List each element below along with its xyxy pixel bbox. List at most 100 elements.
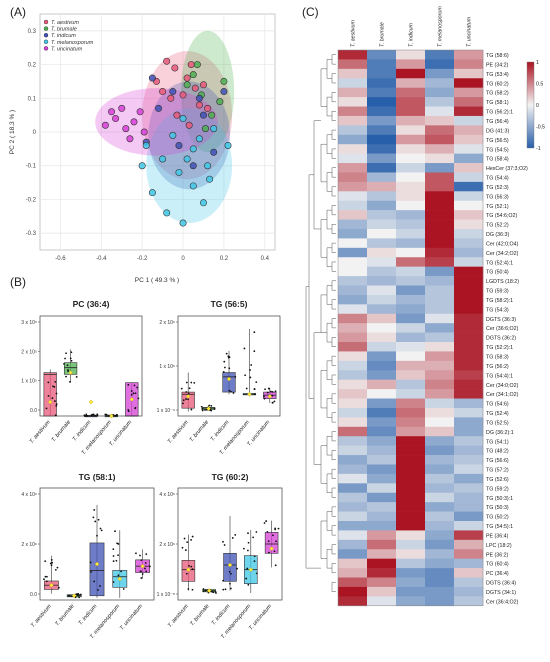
heatmap-cell (454, 125, 484, 136)
heatmap-cell (367, 455, 397, 465)
heatmap-cell (338, 445, 368, 456)
boxplot-sample-point (115, 559, 118, 562)
heatmap-cell (425, 360, 455, 371)
heatmap-cell (367, 181, 397, 192)
heatmap-cell (396, 407, 426, 418)
heatmap-cell (367, 257, 397, 267)
boxplot-sample-point (97, 589, 99, 591)
heatmap-row-label: DG (36:3) (486, 232, 509, 238)
heatmap-cell (338, 502, 368, 512)
boxplot-sample-point (223, 544, 226, 546)
heatmap-cell (454, 549, 484, 559)
heatmap-cell (396, 247, 426, 258)
pca-y-tick-label: 0.2 (28, 63, 37, 69)
boxplot-sample-point (264, 388, 266, 391)
heatmap-cell (338, 342, 368, 352)
heatmap-cell (454, 68, 484, 79)
heatmap-cell (367, 200, 397, 211)
pca-ellipse (181, 30, 235, 153)
heatmap-cell (396, 426, 426, 437)
heatmap-cell (454, 181, 484, 192)
pca-x-tick-label: -0.2 (137, 256, 148, 262)
heatmap-cells (337, 49, 484, 607)
heatmap-cell (338, 50, 368, 60)
heatmap-cell (367, 577, 397, 588)
pca-ellipse (95, 88, 218, 156)
boxplot-sample-point (231, 537, 234, 539)
boxplot-sample-point (267, 540, 270, 543)
pca-point (187, 61, 195, 69)
pca-x-tick-label: 0.4 (261, 256, 270, 262)
boxplot-sample-point (247, 532, 249, 535)
boxplot-sample-point (65, 352, 67, 355)
heatmap-cell (425, 276, 455, 286)
heatmap-row-label: TG (52:3) (486, 185, 509, 191)
boxplot-sample-point (253, 560, 256, 563)
pca-point (169, 88, 177, 96)
heatmap-cell (396, 436, 426, 446)
heatmap-cell (338, 59, 368, 70)
boxplot-x-tick-label: T. brumale (51, 419, 72, 443)
heatmap-row-label: TG (56:6) (486, 458, 509, 464)
pca-point (167, 94, 175, 102)
heatmap-cell (425, 266, 455, 277)
boxplot-sample-point (45, 407, 48, 410)
heatmap-cell (454, 342, 484, 352)
boxplot-sample-point (54, 414, 57, 417)
boxplot-sample-point (83, 414, 86, 417)
heatmap-cell (367, 370, 397, 380)
heatmap-row-label: TG (54:3) (486, 307, 509, 313)
boxplot-sample-point (204, 409, 206, 411)
heatmap-cell (367, 304, 397, 315)
heatmap-cell (425, 313, 455, 324)
heatmap-cell (367, 342, 397, 352)
heatmap-cell (396, 342, 426, 352)
heatmap-row-label: TG (54:1) (486, 439, 509, 445)
boxplot-x-tick-label: T. aestivum (167, 419, 190, 445)
boxplot-mean-marker (248, 567, 254, 572)
heatmap-cell (454, 521, 484, 531)
boxplot-sample-point (271, 390, 274, 393)
heatmap-row-label: DGTS (36:3) (486, 317, 516, 323)
heatmap-cell (338, 568, 368, 578)
boxplot-sample-point (136, 386, 139, 389)
heatmap-cell (454, 144, 484, 154)
heatmap-cell (425, 389, 455, 399)
heatmap-cell (367, 398, 397, 409)
boxplot-sample-point (246, 567, 249, 570)
heatmap-cell (367, 97, 397, 107)
heatmap-cell (338, 219, 368, 230)
pca-x-axis-label: PC 1 ( 49.3 % ) (135, 277, 179, 284)
heatmap-cell (338, 596, 368, 607)
boxplot-sample-point (93, 580, 96, 583)
boxplot-sample-point (47, 381, 50, 384)
pca-point (216, 98, 224, 106)
heatmap-cell (396, 492, 426, 503)
heatmap-cell (425, 172, 455, 183)
heatmap-row-label: TG (54:6) (486, 402, 509, 408)
boxplot-sample-point (245, 387, 248, 390)
heatmap-cell (396, 210, 426, 220)
boxplot-sample-point (253, 393, 256, 396)
heatmap-cell (454, 134, 484, 145)
boxplot-sample-point (266, 530, 269, 533)
heatmap-cell (367, 276, 397, 286)
heatmap-cell (367, 294, 397, 305)
heatmap-row-label: Cer (34:2;O2) (486, 251, 519, 257)
heatmap-cell (338, 577, 368, 588)
heatmap-cell (425, 445, 455, 456)
colorbar-tick-label: 1 (536, 60, 539, 66)
heatmap-cell (454, 558, 484, 569)
boxplot-sample-point (54, 380, 57, 383)
heatmap-cell (396, 445, 426, 456)
boxplot-sample-point (70, 351, 73, 354)
heatmap-cell (367, 426, 397, 437)
heatmap-cell (338, 144, 368, 154)
heatmap-cell (367, 266, 397, 277)
heatmap-cell (454, 445, 484, 456)
pca-y-tick-label: -0.2 (26, 197, 37, 203)
boxplot-sample-point (253, 555, 256, 558)
boxplot-sample-point (234, 376, 237, 378)
heatmap-cell (338, 125, 368, 136)
heatmap-cell (425, 502, 455, 512)
